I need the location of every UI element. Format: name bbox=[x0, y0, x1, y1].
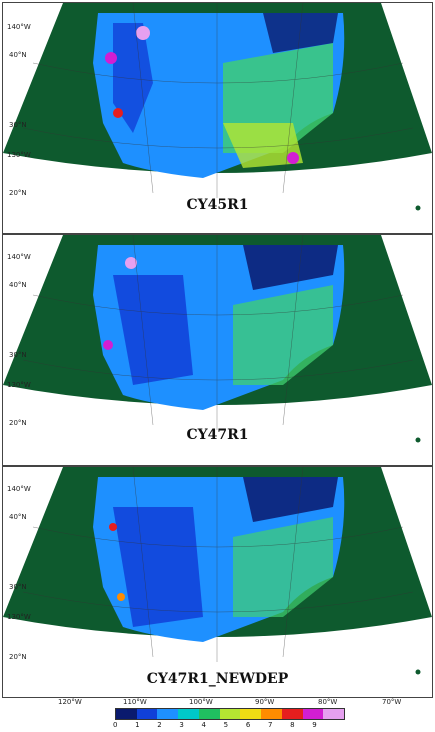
map-canvas-2 bbox=[3, 235, 432, 443]
lat-label-30n: 30°N bbox=[9, 121, 27, 129]
lon-label-130w: 130°W bbox=[7, 381, 31, 389]
lat-label-20n: 20°N bbox=[9, 419, 27, 427]
map-panel-1: 140°W 40°N 30°N 130°W 20°N CY45R1 bbox=[2, 2, 433, 234]
lat-label-20n: 20°N bbox=[9, 189, 27, 197]
lon-label-100w: 100°W bbox=[189, 698, 213, 706]
lon-label-140w: 140°W bbox=[7, 485, 31, 493]
lon-label-140w: 140°W bbox=[7, 23, 31, 31]
colorbar-segment bbox=[198, 709, 220, 719]
colorbar-tick-label: 9 bbox=[312, 721, 317, 729]
lat-label-40n: 40°N bbox=[9, 51, 27, 59]
colorbar-tick-label: 6 bbox=[245, 721, 251, 729]
colorbar-segment bbox=[136, 709, 158, 719]
colorbar-tick-label: 8 bbox=[290, 721, 295, 729]
map-panel-3: 140°W 40°N 30°N 130°W 20°N CY47R1_NEWDEP bbox=[2, 466, 433, 698]
panel-title-3: CY47R1_NEWDEP bbox=[146, 671, 289, 687]
map-canvas-3 bbox=[3, 467, 432, 675]
lon-label-110w: 110°W bbox=[123, 698, 147, 706]
lat-label-30n: 30°N bbox=[9, 351, 27, 359]
map-panel-2: 140°W 40°N 30°N 130°W 20°N CY47R1 bbox=[2, 234, 433, 466]
lon-label-130w: 130°W bbox=[7, 613, 31, 621]
lat-label-30n: 30°N bbox=[9, 583, 27, 591]
colorbar-tick-label: 7 bbox=[267, 721, 273, 729]
colorbar-segment bbox=[116, 709, 137, 719]
panel-title-2: CY47R1 bbox=[186, 427, 249, 443]
colorbar-segment bbox=[157, 709, 179, 719]
lon-label-70w: 70°W bbox=[382, 698, 402, 706]
colorbar-segment bbox=[323, 709, 345, 719]
colorbar bbox=[115, 708, 345, 720]
colorbar-tick-label: 0 bbox=[113, 721, 118, 729]
colorbar-segment bbox=[219, 709, 241, 719]
colorbar-tick-label: 1 bbox=[135, 721, 140, 729]
colorbar-tick-label: 5 bbox=[223, 721, 229, 729]
panel-title-1: CY45R1 bbox=[186, 197, 249, 213]
colorbar-segment bbox=[240, 709, 262, 719]
colorbar-tick-label: 2 bbox=[157, 721, 162, 729]
lat-label-40n: 40°N bbox=[9, 281, 27, 289]
lat-label-40n: 40°N bbox=[9, 513, 27, 521]
lon-label-140w: 140°W bbox=[7, 253, 31, 261]
colorbar-segment bbox=[302, 709, 324, 719]
map-canvas-1 bbox=[3, 3, 432, 211]
colorbar-segment bbox=[261, 709, 282, 719]
lon-label-90w: 90°W bbox=[255, 698, 275, 706]
lon-label-130w: 130°W bbox=[7, 151, 31, 159]
colorbar-tick-label: 3 bbox=[179, 721, 184, 729]
colorbar-tick-label: 4 bbox=[201, 721, 206, 729]
lon-label-80w: 80°W bbox=[318, 698, 338, 706]
lat-label-20n: 20°N bbox=[9, 653, 27, 661]
colorbar-segment bbox=[178, 709, 199, 719]
colorbar-segment bbox=[281, 709, 303, 719]
lon-label-120w: 120°W bbox=[58, 698, 82, 706]
